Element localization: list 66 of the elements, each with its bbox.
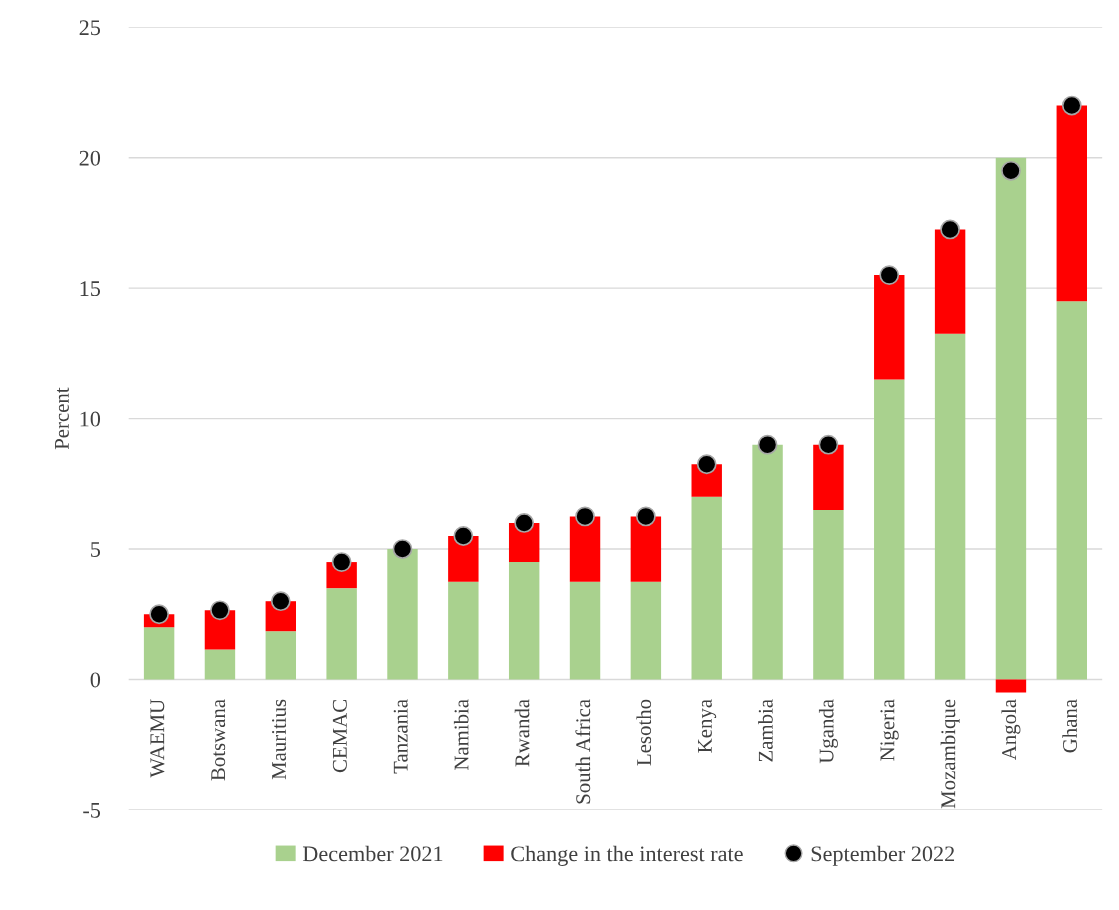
bar xyxy=(630,581,662,680)
point xyxy=(149,604,169,625)
bar xyxy=(630,516,662,582)
x-tick-label: Angola xyxy=(1001,699,1021,761)
x-tick-label: Kenya xyxy=(698,699,717,753)
bar xyxy=(204,649,236,680)
x-tick-label: Mauritius xyxy=(272,699,287,780)
point xyxy=(879,265,900,286)
bar xyxy=(1056,105,1087,302)
x-tick-label: Mozambique xyxy=(940,699,960,809)
x-tick-label: Zambia xyxy=(758,699,773,762)
bar xyxy=(995,679,1027,693)
y-tick-label: 10 xyxy=(80,411,101,427)
bar xyxy=(752,444,783,680)
legend-label: Change in the interest rate xyxy=(511,845,743,866)
point xyxy=(331,552,352,572)
y-axis-title: Percent xyxy=(55,387,69,450)
x-tick-label: CEMAC xyxy=(332,700,347,773)
bar xyxy=(326,588,357,680)
point xyxy=(696,454,717,475)
y-tick-label: 15 xyxy=(80,281,101,297)
point xyxy=(210,600,230,621)
x-tick-label: Rwanda xyxy=(514,699,530,767)
bar xyxy=(448,581,479,680)
x-tick-label: Nigeria xyxy=(880,699,899,761)
bar xyxy=(934,229,966,334)
bar xyxy=(874,275,905,380)
legend-label: December 2021 xyxy=(302,845,443,862)
x-tick-label: Uganda xyxy=(818,699,838,764)
bar xyxy=(1056,301,1087,680)
point xyxy=(575,506,595,527)
x-tick-label: Ghana xyxy=(1062,699,1078,753)
bar xyxy=(995,157,1027,680)
point xyxy=(635,506,656,527)
y-tick-label: 25 xyxy=(79,20,101,36)
point xyxy=(757,434,778,455)
y-tick-label: 20 xyxy=(79,150,101,166)
y-tick-label: -5 xyxy=(83,803,101,818)
x-tick-label: Namibia xyxy=(453,699,469,771)
bar xyxy=(813,509,844,680)
bar xyxy=(508,562,540,680)
bar xyxy=(691,496,722,680)
x-tick-label: Tanzania xyxy=(393,699,408,774)
point xyxy=(453,526,474,546)
bar xyxy=(387,549,418,680)
point xyxy=(940,219,960,240)
bar xyxy=(569,516,601,582)
x-tick-label: WAEMU xyxy=(150,699,165,778)
point xyxy=(818,434,839,455)
bar xyxy=(569,581,601,680)
x-tick-label: Botswana xyxy=(211,699,226,781)
x-tick-label: South Africa xyxy=(575,699,591,804)
point xyxy=(514,513,535,533)
point xyxy=(392,539,413,559)
y-tick-label: 5 xyxy=(91,542,101,557)
bar xyxy=(265,631,297,680)
y-tick-label: 0 xyxy=(90,672,101,688)
x-tick-label: Lesotho xyxy=(636,699,652,766)
point xyxy=(1001,160,1021,181)
bar xyxy=(934,333,966,680)
bar xyxy=(813,444,844,510)
bar xyxy=(143,627,175,680)
legend-label: September 2022 xyxy=(811,845,955,866)
bar xyxy=(874,379,905,680)
point xyxy=(270,591,291,612)
point xyxy=(1061,95,1082,116)
